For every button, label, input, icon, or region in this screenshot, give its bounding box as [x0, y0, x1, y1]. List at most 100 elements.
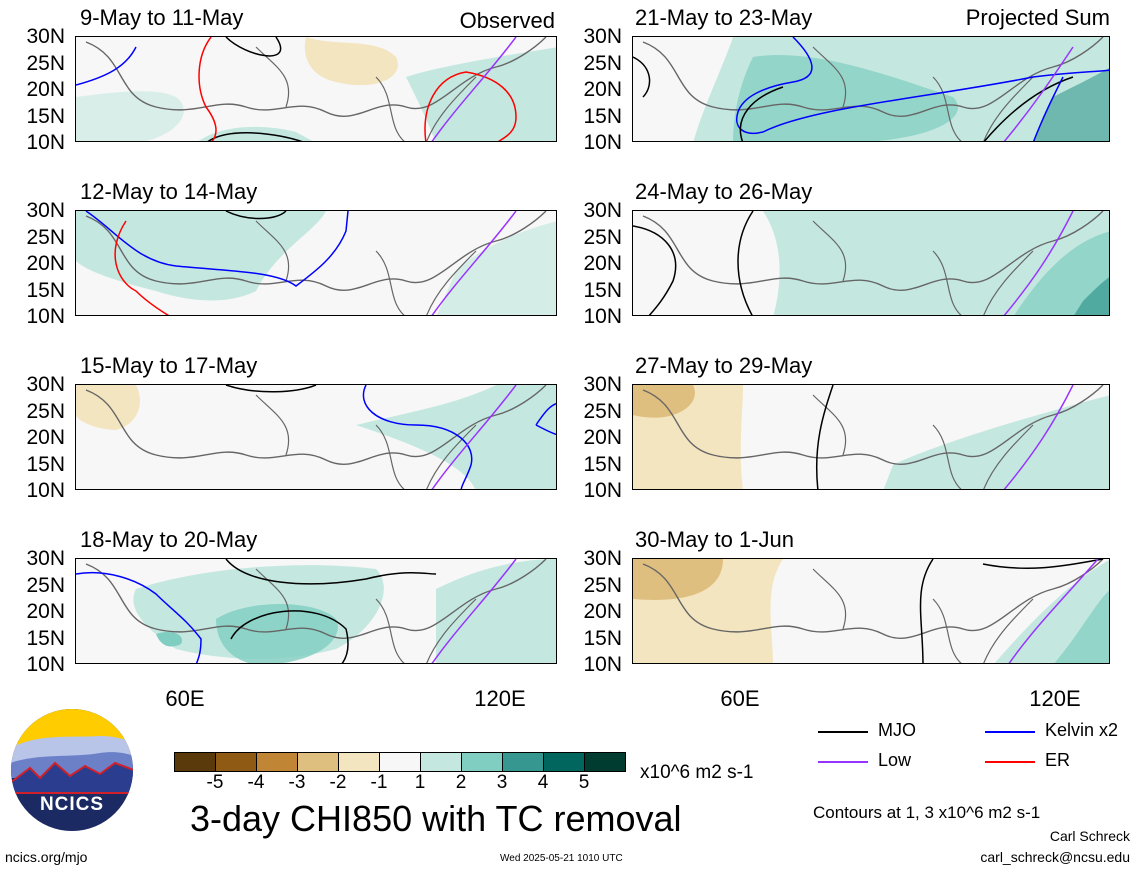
site-link[interactable]: ncics.org/mjo — [5, 849, 88, 865]
colorbar-swatch — [461, 752, 503, 772]
panel-title: 21-May to 23-May — [635, 5, 813, 30]
colorbar-swatch — [502, 752, 544, 772]
y-tick-label: 20N — [26, 600, 65, 623]
author-name: Carl Schreck — [1049, 828, 1130, 844]
x-tick-label: 120E — [474, 686, 526, 711]
y-tick-label: 30N — [583, 547, 622, 570]
map-panel-4 — [75, 558, 557, 664]
y-tick-label: 25N — [583, 573, 622, 597]
colorbar-swatch — [584, 752, 626, 772]
legend-label-kelvin: Kelvin x2 — [1045, 720, 1119, 740]
y-tick-label: 15N — [26, 278, 65, 302]
y-tick-label: 15N — [583, 452, 622, 476]
y-tick-label: 30N — [583, 25, 622, 48]
y-tick-label: 10N — [26, 479, 65, 502]
panel-title: 15-May to 17-May — [80, 353, 258, 378]
panel-title: 12-May to 14-May — [80, 179, 258, 204]
y-tick-label: 25N — [26, 225, 65, 249]
y-tick-label: 15N — [26, 626, 65, 650]
y-tick-label: 15N — [583, 278, 622, 302]
observed-label: Observed — [459, 8, 555, 33]
y-tick-label: 30N — [26, 199, 65, 222]
colorbar-swatch — [379, 752, 421, 772]
colorbar-swatch — [297, 752, 339, 772]
y-tick-label: 30N — [583, 199, 622, 222]
colorbar-label: -1 — [370, 772, 388, 793]
y-tick-label: 20N — [26, 78, 65, 101]
map-panel-5 — [632, 36, 1110, 142]
colorbar-swatch — [215, 752, 257, 772]
colorbar-label: 4 — [537, 772, 549, 793]
y-tick-label: 30N — [26, 547, 65, 570]
y-tick-label: 15N — [26, 452, 65, 476]
panel-title: 24-May to 26-May — [635, 179, 813, 204]
y-tick-label: 20N — [583, 426, 622, 449]
y-tick-label: 15N — [583, 104, 622, 128]
projected-label: Projected Sum — [965, 5, 1110, 30]
panel-title: 27-May to 29-May — [635, 353, 813, 378]
colorbar-swatch — [420, 752, 462, 772]
y-tick-label: 20N — [583, 78, 622, 101]
y-tick-label: 10N — [583, 479, 622, 502]
map-panel-1 — [75, 36, 557, 142]
y-tick-label: 20N — [583, 252, 622, 275]
author-email: carl_schreck@ncsu.edu — [980, 849, 1130, 865]
y-tick-label: 25N — [583, 51, 622, 75]
legend-line-er — [985, 761, 1035, 763]
colorbar-label: 1 — [414, 772, 426, 793]
y-tick-label: 25N — [26, 399, 65, 423]
y-tick-label: 30N — [583, 373, 622, 396]
colorbar-units: x10^6 m2 s-1 — [640, 762, 754, 783]
y-tick-label: 25N — [583, 399, 622, 423]
colorbar-label: -3 — [288, 772, 306, 793]
y-tick-label: 20N — [26, 252, 65, 275]
colorbar-label: -2 — [329, 772, 347, 793]
legend-label-mjo: MJO — [878, 720, 916, 740]
colorbar-label: 5 — [578, 772, 590, 793]
map-panel-8 — [632, 558, 1110, 664]
panel-title: 30-May to 1-Jun — [635, 527, 794, 552]
map-panel-2 — [75, 210, 557, 316]
x-tick-label: 60E — [165, 686, 205, 711]
main-title: 3-day CHI850 with TC removal — [190, 798, 682, 839]
map-panel-3 — [75, 384, 557, 490]
y-tick-label: 10N — [583, 131, 622, 154]
x-tick-label: 60E — [720, 686, 760, 711]
legend-line-mjo — [818, 731, 868, 733]
y-tick-label: 20N — [583, 600, 622, 623]
y-tick-label: 10N — [26, 653, 65, 676]
y-tick-label: 10N — [26, 305, 65, 328]
map-panel-6 — [632, 210, 1110, 316]
legend-label-er: ER — [1045, 750, 1071, 770]
y-tick-label: 25N — [583, 225, 622, 249]
x-tick-label: 120E — [1029, 686, 1081, 711]
colorbar-label: -5 — [206, 772, 224, 793]
ncics-logo: NCICS — [10, 708, 134, 832]
y-tick-label: 15N — [26, 104, 65, 128]
colorbar-label: 3 — [496, 772, 508, 793]
y-tick-label: 25N — [26, 51, 65, 75]
y-tick-label: 30N — [26, 25, 65, 48]
logo-text: NCICS — [39, 794, 105, 815]
colorbar-swatch — [256, 752, 298, 772]
y-tick-label: 30N — [26, 373, 65, 396]
colorbar-swatch — [174, 752, 216, 772]
panel-title: 18-May to 20-May — [80, 527, 258, 552]
colorbar-label: -4 — [247, 772, 265, 793]
colorbar-swatch — [543, 752, 585, 772]
colorbar-swatch — [338, 752, 380, 772]
y-tick-label: 15N — [583, 626, 622, 650]
timestamp: Wed 2025-05-21 1010 UTC — [500, 853, 623, 864]
panel-title: 9-May to 11-May — [80, 5, 244, 30]
contours-note: Contours at 1, 3 x10^6 m2 s-1 — [813, 803, 1041, 822]
map-panel-7 — [632, 384, 1110, 490]
y-tick-label: 10N — [583, 653, 622, 676]
y-tick-label: 20N — [26, 426, 65, 449]
legend-line-kelvin — [985, 731, 1035, 733]
legend-line-low — [818, 761, 868, 763]
legend-label-low: Low — [878, 750, 912, 770]
colorbar-label: 2 — [455, 772, 467, 793]
y-tick-label: 10N — [26, 131, 65, 154]
y-tick-label: 10N — [583, 305, 622, 328]
y-tick-label: 25N — [26, 573, 65, 597]
